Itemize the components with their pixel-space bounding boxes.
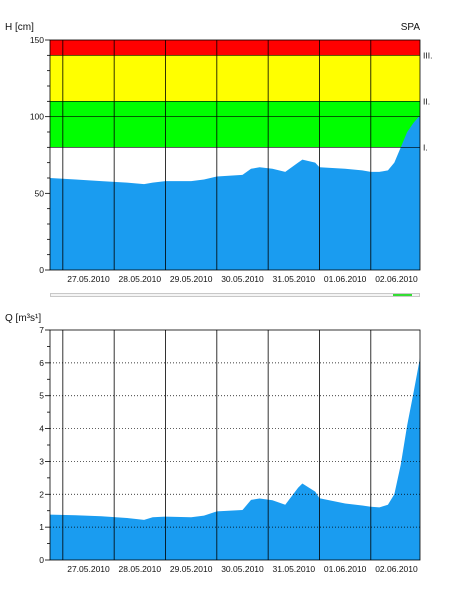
threshold-label: III. xyxy=(423,50,432,60)
x-tick-label: 28.05.2010 xyxy=(119,564,162,574)
x-tick-label: 02.06.2010 xyxy=(375,274,418,284)
y-tick-label: 50 xyxy=(35,188,45,198)
status-bar xyxy=(50,293,420,297)
threshold-label: I. xyxy=(423,142,428,152)
discharge-chart: Q [m³s¹] 27.05.2010 28.05.2010 29.05.2010 3… xyxy=(5,313,421,574)
x-tick-label: 27.05.2010 xyxy=(67,274,110,284)
x-tick-label: 29.05.2010 xyxy=(170,274,213,284)
plot-frame xyxy=(49,39,421,271)
y-tick-label: 0 xyxy=(39,265,44,275)
status-bar-fill xyxy=(393,294,412,296)
y-tick-label: 3 xyxy=(39,456,44,466)
x-tick-label: 30.05.2010 xyxy=(221,564,264,574)
y-tick-label: 4 xyxy=(39,424,44,434)
x-tick-label: 28.05.2010 xyxy=(119,274,162,284)
y-axis-label: H [cm] xyxy=(5,22,34,33)
series-area xyxy=(50,115,420,270)
threshold-band xyxy=(50,101,420,117)
y-tick-label: 0 xyxy=(39,555,44,565)
y-tick-label: 5 xyxy=(39,391,44,401)
x-tick-label: 01.06.2010 xyxy=(324,274,367,284)
x-tick-label: 02.06.2010 xyxy=(375,564,418,574)
station-label: SPA xyxy=(401,22,421,33)
threshold-band xyxy=(50,116,420,148)
x-tick-label: 31.05.2010 xyxy=(273,564,316,574)
x-tick-label: 29.05.2010 xyxy=(170,564,213,574)
threshold-label: II. xyxy=(423,96,430,106)
threshold-band xyxy=(50,40,420,56)
water-level-chart: H [cm] SPA 27.05.2010 28.05.2010 29.05.201… xyxy=(5,22,432,284)
y-tick-label: 2 xyxy=(39,489,44,499)
series-area xyxy=(50,357,420,560)
x-tick-label: 30.05.2010 xyxy=(221,274,264,284)
y-tick-label: 100 xyxy=(30,112,44,122)
y-tick-label: 7 xyxy=(39,325,44,335)
y-axis-label: Q [m³s¹] xyxy=(5,313,41,324)
x-tick-label: 31.05.2010 xyxy=(273,274,316,284)
x-tick-label: 01.06.2010 xyxy=(324,564,367,574)
threshold-band xyxy=(50,55,420,102)
x-tick-label: 27.05.2010 xyxy=(67,564,110,574)
y-tick-label: 150 xyxy=(30,35,44,45)
y-tick-label: 1 xyxy=(39,522,44,532)
y-tick-label: 6 xyxy=(39,358,44,368)
